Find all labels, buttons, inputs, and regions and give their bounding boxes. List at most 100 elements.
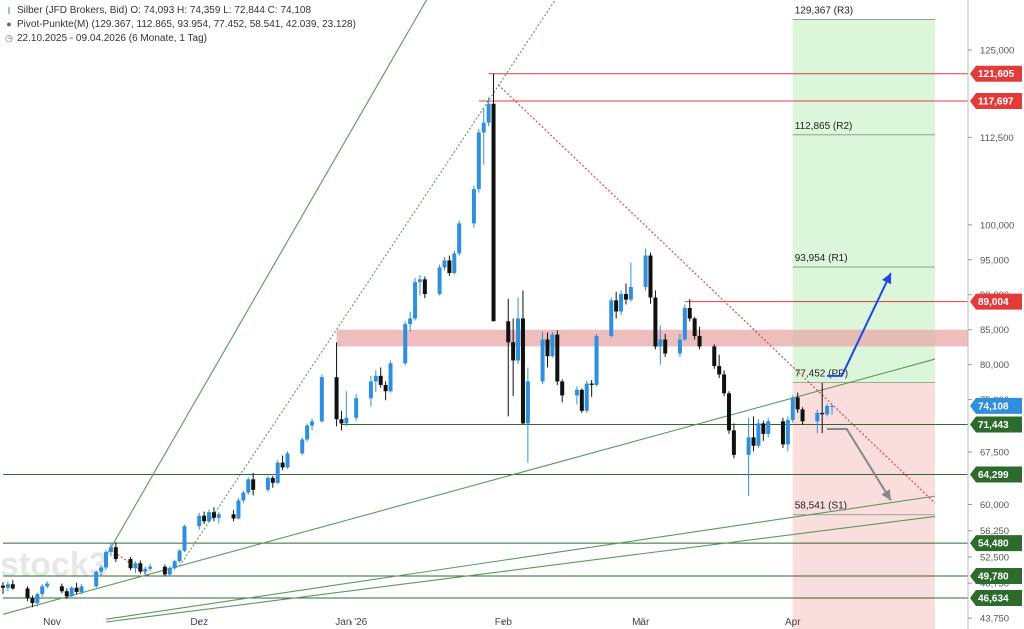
- candle-body: [579, 389, 584, 411]
- pivot-bear-zone: [792, 382, 936, 629]
- candle-body: [800, 409, 805, 422]
- pivot-label: 129,367 (R3): [795, 5, 853, 16]
- pivot-label: 77,452 (PP): [795, 368, 848, 379]
- candle-body: [471, 189, 476, 224]
- candle-body: [10, 584, 15, 589]
- plot-area: stock3 129,367 (R3) 112,865 (R2) 93,954 (R1…: [0, 0, 968, 629]
- candle-body: [437, 267, 442, 295]
- candle-body: [162, 566, 167, 575]
- candle-body: [138, 563, 143, 572]
- candle-body: [457, 223, 462, 254]
- candle-body: [589, 383, 594, 385]
- support-tag-label: 46,634: [978, 593, 1009, 604]
- candle-body: [442, 260, 447, 268]
- instrument-info: ⫾ Silber (JFD Brokers, Bid) O: 74,093 H: …: [4, 4, 312, 17]
- dot-icon: ●: [6, 19, 12, 29]
- instrument-ohlc-text: Silber (JFD Brokers, Bid) O: 74,093 H: 7…: [17, 5, 312, 16]
- candle-body: [25, 588, 30, 599]
- resistance-zone: [336, 329, 968, 347]
- candle-body: [280, 462, 285, 468]
- candle-body: [275, 462, 280, 483]
- current-price-tag-label: 74,108: [978, 401, 1009, 412]
- candle-body: [560, 381, 565, 396]
- y-tick-label: 80,000: [980, 360, 1009, 371]
- candle-body: [40, 586, 45, 595]
- candle-body: [614, 300, 619, 312]
- candle-body: [69, 587, 74, 597]
- candle-body: [545, 339, 550, 357]
- resistance-tag: [970, 293, 1022, 310]
- y-tick-label: 48,750: [980, 579, 1009, 590]
- candle-body: [408, 318, 413, 325]
- candle-body: [658, 339, 663, 347]
- candle-body: [74, 587, 79, 592]
- candle-body: [486, 103, 491, 123]
- candle-body: [756, 423, 761, 446]
- candle-body: [761, 423, 766, 434]
- support-tag: [970, 466, 1022, 483]
- candle-body: [241, 492, 246, 501]
- support-tag-label: 64,299: [978, 470, 1009, 481]
- candle-body: [177, 550, 182, 562]
- resistance-tag: [970, 93, 1022, 110]
- candle-body: [417, 279, 422, 283]
- candle-body: [628, 287, 633, 300]
- pivot-info: ● Pivot-Punkte(M) (129.367, 112.865, 93.9…: [4, 18, 356, 31]
- candle-body: [717, 366, 722, 375]
- watermark: stock3: [0, 546, 108, 584]
- candle-body: [682, 308, 687, 340]
- resistance-tag: [970, 65, 1022, 82]
- candle-body: [182, 526, 187, 551]
- candle-body: [619, 294, 624, 312]
- candle-body: [506, 321, 511, 343]
- candle-body: [594, 335, 599, 385]
- support-tag: [970, 535, 1022, 552]
- candle-body: [481, 122, 486, 133]
- candle-body: [368, 381, 373, 399]
- y-tick-label: 60,000: [980, 500, 1009, 511]
- candle-body: [35, 594, 40, 604]
- candle-body: [143, 568, 148, 572]
- candle-body: [511, 342, 516, 361]
- candle-body: [265, 477, 270, 490]
- candle-body: [609, 300, 614, 336]
- candle-body: [354, 398, 359, 418]
- pivot-bull-zone: [792, 19, 936, 383]
- support-tag-label: 71,443: [978, 420, 1009, 431]
- candle-body: [687, 308, 692, 319]
- candle-body: [334, 377, 339, 420]
- candle-body: [236, 500, 241, 519]
- y-tick-label: 112,500: [980, 133, 1014, 144]
- candle-body: [216, 514, 221, 518]
- resistance-tag-label: 121,605: [978, 69, 1015, 80]
- candle-body: [79, 586, 84, 592]
- candle-body: [45, 583, 50, 587]
- candle-body: [663, 339, 668, 354]
- candle-body: [726, 393, 731, 431]
- support-tag-label: 54,480: [978, 539, 1009, 550]
- candle-body: [99, 567, 104, 572]
- scenario-arrow-line: [827, 272, 892, 377]
- candle-body: [59, 586, 64, 592]
- candle-body: [403, 324, 408, 364]
- support-tag: [970, 589, 1022, 606]
- candle-body: [339, 419, 344, 424]
- candle-body: [785, 419, 790, 445]
- period-info: ◷ 22.10.2025 - 09.04.2026 (6 Monate, 1 Ta…: [4, 32, 207, 45]
- candle-body: [692, 318, 697, 336]
- candle-body: [653, 297, 658, 347]
- candle-body: [172, 561, 177, 569]
- y-tick-label: 56,250: [980, 526, 1009, 537]
- candle-body: [520, 318, 525, 424]
- candle-body: [623, 294, 628, 300]
- candle-body: [305, 425, 310, 440]
- scenario-arrow-line: [827, 427, 892, 501]
- candle-body: [310, 421, 315, 426]
- trendline: [2, 358, 936, 615]
- candle-body: [319, 377, 324, 422]
- pivot-points-text: Pivot-Punkte(M) (129.367, 112.865, 93.95…: [17, 19, 356, 30]
- candle-body: [167, 568, 172, 575]
- candle-body: [731, 430, 736, 455]
- candle-body: [447, 260, 452, 274]
